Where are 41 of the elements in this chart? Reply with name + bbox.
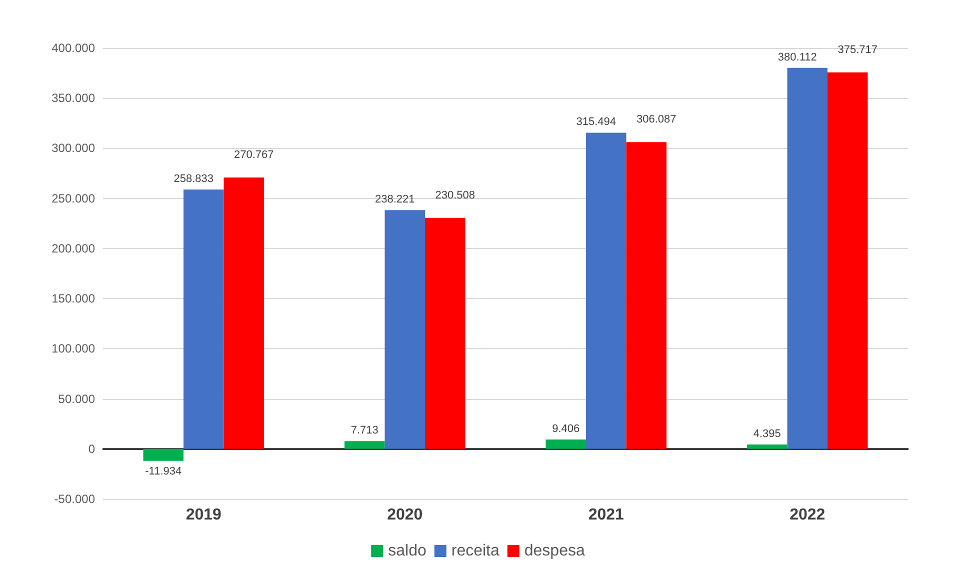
bar [184,189,224,449]
y-tick-label: 150.000 [52,292,96,306]
bar [626,142,666,449]
bar [828,72,868,449]
data-label: 315.494 [576,116,616,128]
x-tick-label: 2020 [387,506,423,524]
data-label: 375.717 [838,44,878,56]
data-label: 270.767 [234,149,274,162]
y-tick-label: 400.000 [52,41,96,55]
bar [384,210,425,449]
y-tick-label: 200.000 [52,241,96,256]
bar [586,132,626,449]
bar [425,218,466,449]
y-tick-label: 350.000 [52,91,96,106]
y-tick-label: 250.000 [52,191,96,206]
bar [546,439,586,449]
bar [344,441,385,449]
y-tick-label: -50.000 [54,492,96,506]
bar [747,444,788,449]
data-label: -11.934 [145,465,182,478]
x-tick-label: 2022 [790,506,826,524]
bar [787,68,828,449]
data-label: 380.112 [778,51,817,64]
data-label: 230.508 [435,189,476,202]
data-label: 7.713 [350,424,378,437]
data-label: 306.087 [636,114,676,126]
bar [224,178,264,449]
data-label: 9.406 [552,422,580,435]
data-label: 4.395 [753,428,781,440]
y-tick-label: 300.000 [52,141,96,156]
x-tick-label: 2019 [186,506,222,524]
y-tick-label: 0 [88,442,96,456]
x-tick-label: 2021 [588,506,624,524]
y-tick-label: 50.000 [58,392,96,406]
legend-label: despesa [524,542,585,560]
data-label: 238.221 [374,194,415,206]
legend-label: receita [451,542,500,560]
legend-label: saldo [388,542,426,560]
bar [143,448,184,461]
y-tick-label: 100.000 [52,342,96,356]
data-label: 258.833 [174,172,214,185]
